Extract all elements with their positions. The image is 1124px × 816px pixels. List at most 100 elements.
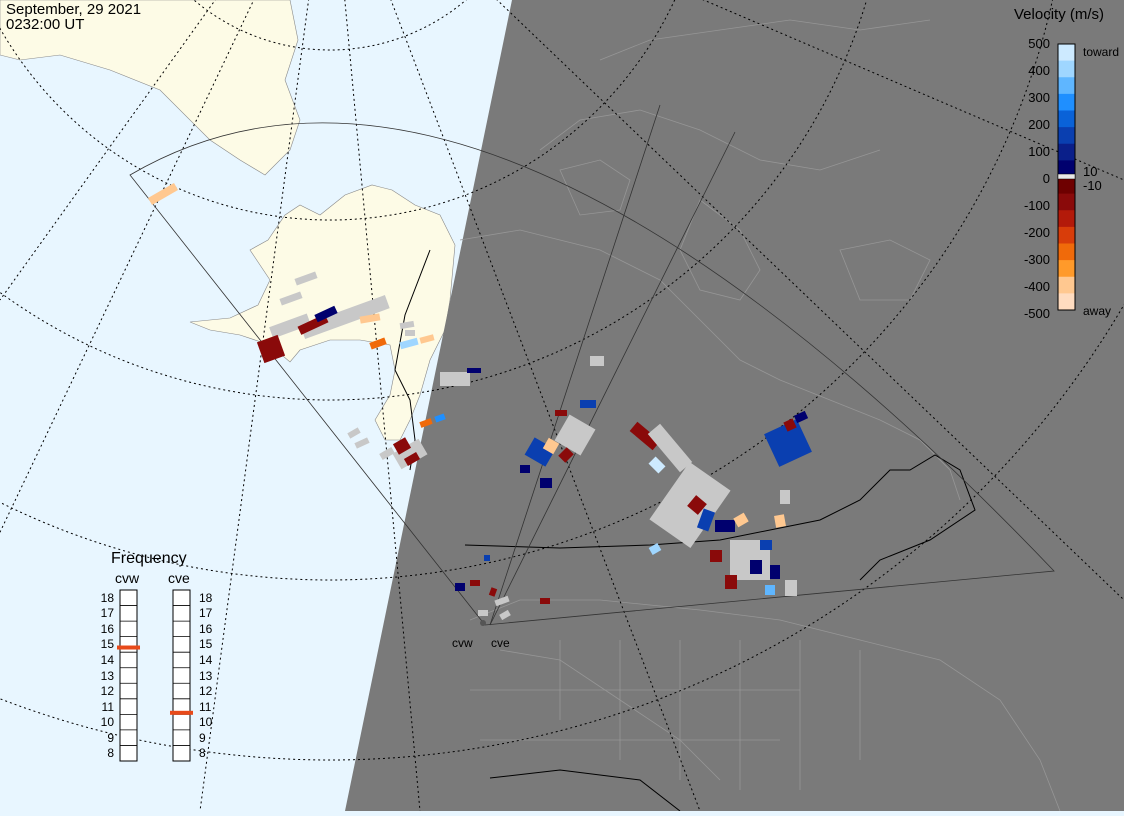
velocity-cell xyxy=(710,550,722,562)
velocity-cell xyxy=(542,437,560,455)
velocity-cell xyxy=(314,305,338,323)
colorbar-segment xyxy=(1058,243,1075,261)
velocity-cell xyxy=(783,418,797,432)
velocity-cell xyxy=(347,427,361,439)
velocity-cell xyxy=(648,456,666,474)
frequency-tick-label: 13 xyxy=(199,668,213,683)
frequency-tick-label: 14 xyxy=(100,652,114,667)
frequency-title: Frequency xyxy=(111,550,187,567)
velocity-cell xyxy=(558,447,574,463)
velocity-cell xyxy=(148,183,178,205)
velocity-cell xyxy=(687,495,707,515)
frequency-tick-label: 14 xyxy=(199,652,213,667)
colorbar-segment xyxy=(1058,77,1075,95)
frequency-tick-label: 9 xyxy=(107,730,114,745)
velocity-cell xyxy=(725,575,737,589)
velocity-cell xyxy=(793,410,809,424)
velocity-cell xyxy=(494,595,510,607)
velocity-cell xyxy=(696,508,716,532)
colorbar-tick-label: -200 xyxy=(1023,225,1050,240)
colorbar-tick-label: -100 xyxy=(1023,198,1050,213)
colorbar-tick-label: 10 xyxy=(1083,164,1098,179)
frequency-tick-label: 17 xyxy=(100,606,114,621)
velocity-cell xyxy=(354,300,386,318)
velocity-cell xyxy=(279,291,303,306)
velocity-cell xyxy=(648,543,662,555)
velocity-cell xyxy=(524,437,556,467)
velocity-cell xyxy=(733,512,749,528)
frequency-tick-label: 12 xyxy=(100,684,114,699)
colorbar-zero-band xyxy=(1057,173,1076,180)
velocity-cell xyxy=(629,421,661,451)
velocity-cell xyxy=(580,400,596,408)
time-label: 0232:00 UT xyxy=(6,16,85,33)
velocity-cell xyxy=(294,271,318,286)
velocity-cell xyxy=(555,410,567,416)
frequency-tick-label: 11 xyxy=(199,699,212,714)
colorbar-tick-label: 200 xyxy=(1028,117,1050,132)
velocity-cell xyxy=(399,320,415,330)
colorbar-segment xyxy=(1058,177,1075,195)
siberia-landmass xyxy=(0,0,301,176)
frequency-indicator xyxy=(170,710,193,715)
velocity-cell xyxy=(269,313,311,339)
velocity-colorbar xyxy=(1057,43,1076,311)
frequency-tick-label: 15 xyxy=(100,637,114,652)
velocity-cell xyxy=(750,560,762,574)
frequency-radar-label-cve: cve xyxy=(168,570,190,586)
colorbar-segment xyxy=(1058,60,1075,78)
velocity-cell xyxy=(540,478,552,488)
frequency-tick-label: 8 xyxy=(107,746,114,761)
colorbar-segment xyxy=(1058,143,1075,161)
velocity-cell xyxy=(399,337,419,350)
velocity-cell xyxy=(392,437,412,455)
colorbar-segment xyxy=(1058,110,1075,128)
velocity-cell xyxy=(590,356,604,366)
frequency-box xyxy=(172,589,191,762)
colorbar-tick-label: 400 xyxy=(1028,63,1050,78)
colorbar-segment xyxy=(1058,93,1075,111)
night-land-outlines xyxy=(459,19,1061,812)
velocity-cell xyxy=(765,585,775,595)
velocity-cell xyxy=(354,437,370,449)
colorbar-tick-label: -400 xyxy=(1023,279,1050,294)
colorbar-tick-label: 300 xyxy=(1028,90,1050,105)
colorbar-title: Velocity (m/s) xyxy=(1014,6,1105,23)
velocity-cell xyxy=(434,413,446,423)
frequency-tick-label: 17 xyxy=(199,606,213,621)
colorbar-segment xyxy=(1058,193,1075,211)
colorbar-segment xyxy=(1058,226,1075,244)
colorbar-segment xyxy=(1058,210,1075,228)
velocity-cell xyxy=(499,609,511,621)
radar-site-marker xyxy=(480,620,486,626)
frequency-tick-label: 9 xyxy=(199,730,206,745)
colorbar-segment xyxy=(1058,160,1075,178)
frequency-tick-label: 18 xyxy=(199,590,213,605)
velocity-cell xyxy=(715,520,735,532)
velocity-cell xyxy=(785,580,797,596)
frequency-tick-label: 12 xyxy=(199,684,213,699)
colorbar-segment xyxy=(1058,276,1075,294)
colorbar-tick-label: -500 xyxy=(1023,306,1050,321)
velocity-cell xyxy=(484,555,490,561)
frequency-tick-label: 16 xyxy=(199,621,213,636)
velocity-cell xyxy=(774,514,786,528)
velocity-cell xyxy=(520,465,530,473)
velocity-cell xyxy=(770,565,780,579)
site-label-cve: cve xyxy=(491,636,510,650)
velocity-cell xyxy=(369,337,387,350)
colorbar-tick-label: 0 xyxy=(1042,171,1050,186)
velocity-cell xyxy=(478,610,488,616)
velocity-cell xyxy=(488,587,498,597)
colorbar-tick-label: -300 xyxy=(1023,252,1050,267)
colorbar-tick-label: 500 xyxy=(1028,36,1050,51)
colorbar-segment xyxy=(1058,293,1075,311)
velocity-cell xyxy=(470,580,480,586)
velocity-cells xyxy=(148,183,812,621)
velocity-cell xyxy=(359,313,381,324)
radar-fov xyxy=(129,104,1055,626)
frequency-tick-label: 10 xyxy=(100,715,114,730)
velocity-cell xyxy=(419,418,433,428)
colorbar-segment xyxy=(1058,44,1075,62)
